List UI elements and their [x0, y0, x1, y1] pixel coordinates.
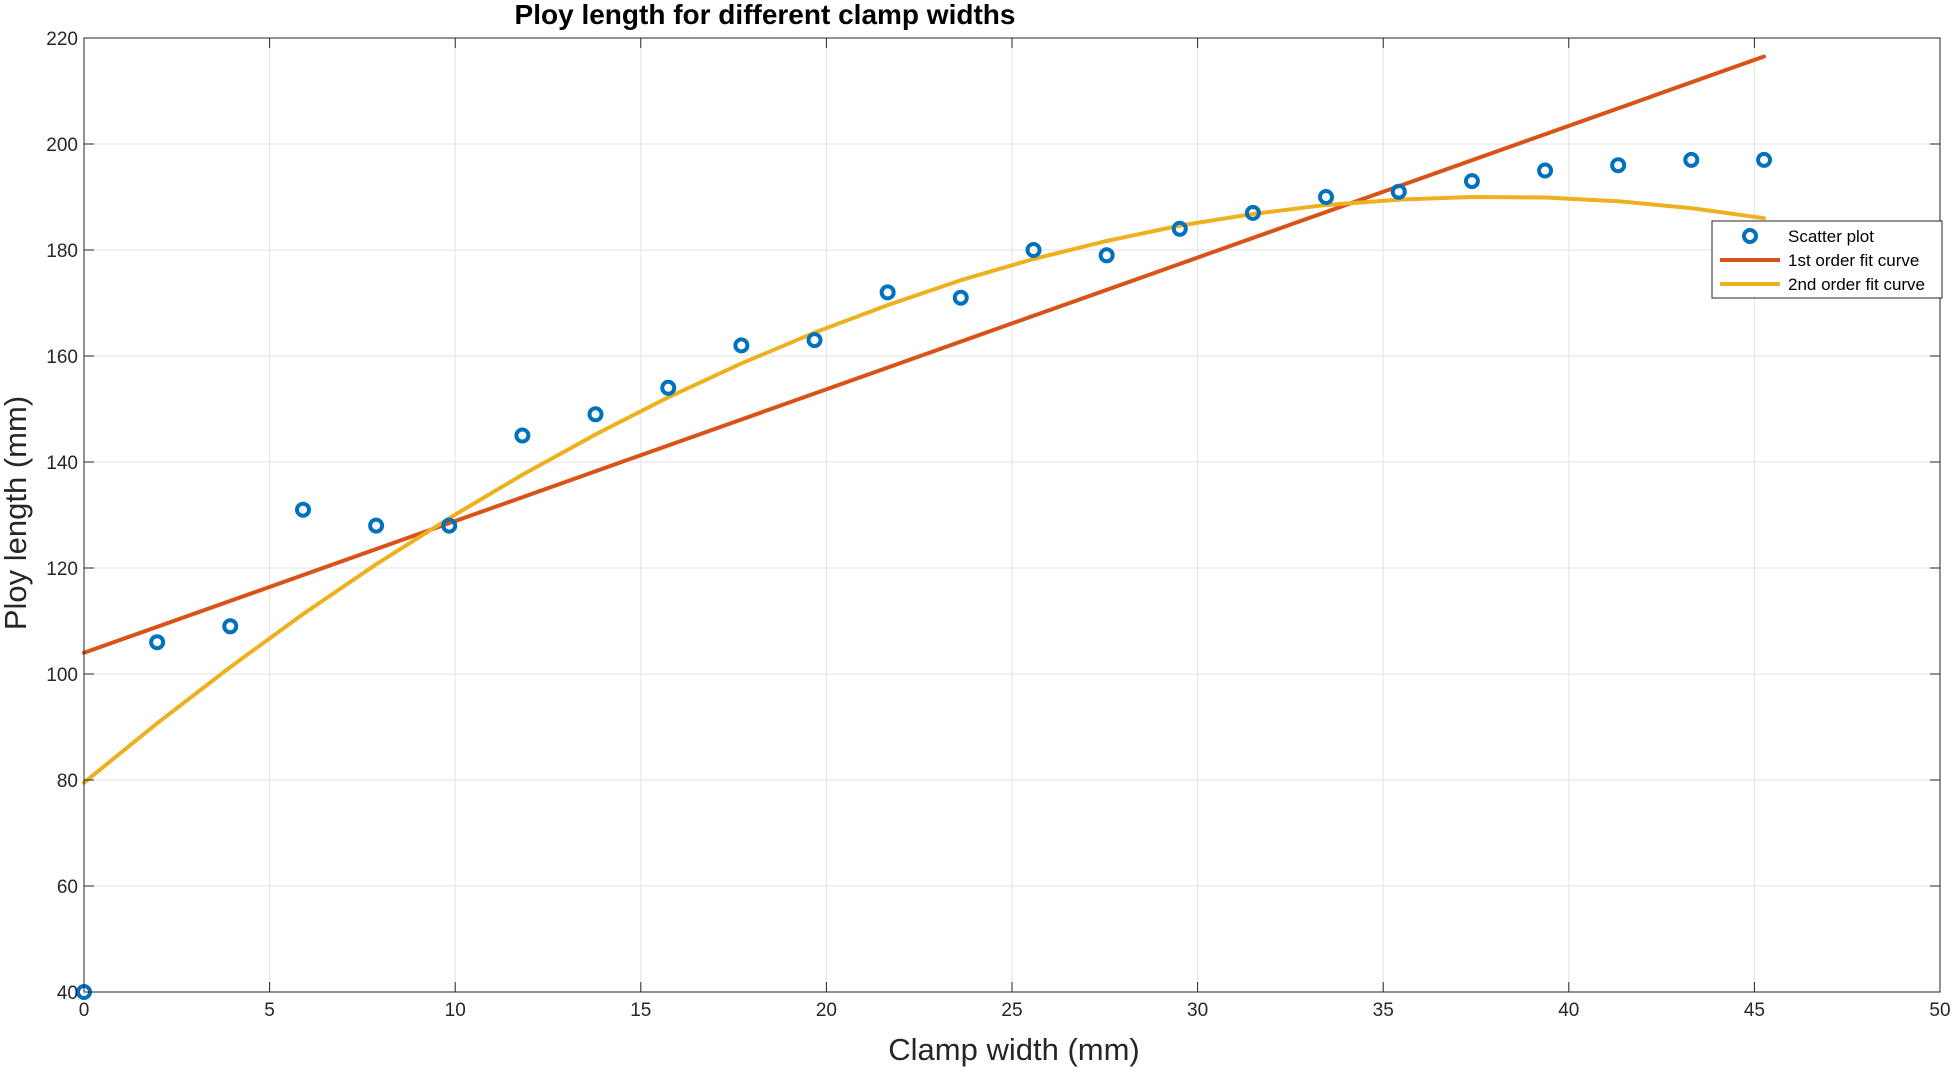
- x-tick-label: 10: [445, 1000, 466, 1021]
- x-tick-label: 0: [79, 1000, 90, 1021]
- legend: Scatter plot 1st order fit curve 2nd order…: [1711, 220, 1943, 299]
- scatter-point: [952, 289, 969, 306]
- scatter-point: [1683, 151, 1700, 168]
- scatter-point: [733, 337, 750, 354]
- y-axis-label: Ploy length (mm): [0, 396, 33, 630]
- legend-label: Scatter plot: [1788, 227, 1874, 246]
- y-tick-label: 120: [46, 559, 78, 580]
- x-tick-label: 35: [1373, 1000, 1394, 1021]
- scatter-point: [1390, 183, 1407, 200]
- x-tick-label: 40: [1558, 1000, 1579, 1021]
- y-tick-label: 80: [57, 771, 78, 792]
- x-tick-label: 45: [1744, 1000, 1765, 1021]
- axes-layer: [83, 37, 1941, 993]
- scatter-point: [222, 618, 239, 635]
- legend-label: 1st order fit curve: [1788, 251, 1919, 270]
- 1st-order-fit-curve-line: [82, 54, 1767, 655]
- tick-labels-layer: 0 5 10 15 20 25 30 35 40 45 50 40 60 80 100 120 140 160 18…: [46, 29, 1950, 1021]
- 2nd-order-fit-curve-line: [82, 195, 1767, 785]
- scatter-point: [1025, 242, 1042, 258]
- y-tick-label: 100: [46, 665, 78, 686]
- scatter-point: [1318, 189, 1335, 205]
- scatter-point: [1537, 162, 1554, 179]
- scatter-point: [295, 501, 312, 518]
- y-tick-label: 200: [46, 135, 78, 156]
- scatter-point: [514, 427, 531, 444]
- scatter-point: [806, 332, 823, 349]
- legend-marker: [1742, 228, 1758, 244]
- scatter-point: [1756, 151, 1773, 168]
- scatter-point: [1610, 157, 1627, 174]
- x-axis-label: Clamp width (mm): [888, 1032, 1139, 1067]
- scatter-point: [1098, 247, 1115, 264]
- x-tick-label: 50: [1929, 1000, 1950, 1021]
- y-tick-label: 40: [57, 983, 78, 1004]
- y-tick-label: 60: [57, 877, 78, 898]
- scatter-point: [149, 634, 166, 651]
- scatter-point: [1463, 173, 1480, 190]
- chart-title: Ploy length for different clamp widths: [515, 0, 1016, 30]
- scatter-point: [1171, 220, 1188, 237]
- y-tick-label: 160: [46, 347, 78, 368]
- x-tick-label: 25: [1001, 1000, 1022, 1021]
- scatter-point: [879, 284, 896, 301]
- x-tick-label: 30: [1187, 1000, 1208, 1021]
- scatter-point: [441, 517, 458, 534]
- y-tick-label: 180: [46, 241, 78, 262]
- y-tick-label: 220: [46, 29, 78, 50]
- x-tick-label: 15: [630, 1000, 651, 1021]
- x-tick-label: 5: [264, 1000, 275, 1021]
- scatter-point: [368, 517, 385, 534]
- series-layer: [76, 54, 1773, 1000]
- scatter-point: [587, 406, 604, 423]
- legend-label: 2nd order fit curve: [1788, 275, 1925, 294]
- x-tick-label: 20: [816, 1000, 837, 1021]
- y-tick-label: 140: [46, 453, 78, 474]
- scatter-point: [1244, 204, 1261, 221]
- scatter-point: [660, 379, 677, 396]
